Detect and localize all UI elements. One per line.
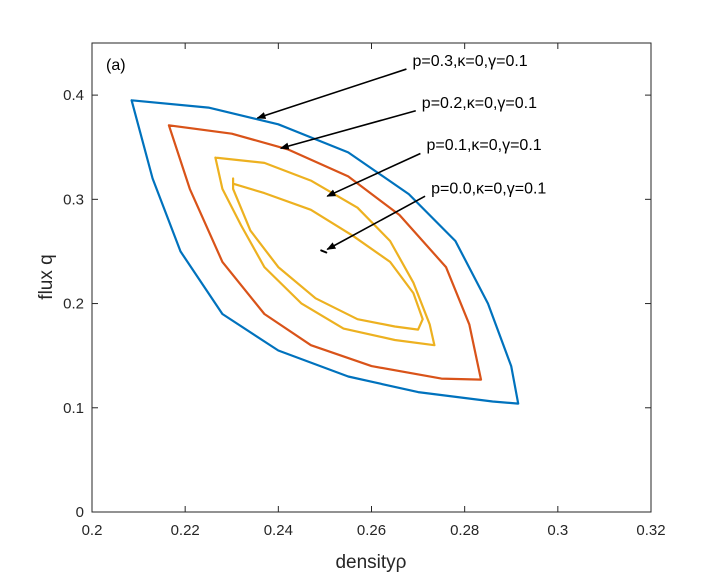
- x-tick-label: 0.28: [450, 522, 479, 539]
- x-tick-label: 0.22: [171, 522, 200, 539]
- x-tick-label: 0.32: [636, 522, 665, 539]
- series-line-4: [320, 249, 328, 254]
- annotation-label-0: p=0.3,κ=0,γ=0.1: [412, 53, 527, 70]
- y-tick-label: 0: [76, 504, 84, 521]
- y-tick-label: 0.2: [63, 296, 84, 313]
- y-tick-label: 0.4: [63, 87, 84, 104]
- annotation-arrow-1: [279, 109, 416, 150]
- x-tick-label: 0.3: [547, 522, 568, 539]
- x-tick-label: 0.24: [264, 522, 293, 539]
- annotation-arrow-3: [326, 195, 426, 251]
- annotation-label-2: p=0.1,κ=0,γ=0.1: [426, 137, 541, 154]
- y-axis-label: flux q: [36, 254, 57, 299]
- annotation-label-1: p=0.2,κ=0,γ=0.1: [422, 95, 537, 112]
- x-axis-label: densityρ: [335, 552, 406, 573]
- series-line-0: [130, 99, 520, 405]
- annotation-arrow-2: [326, 152, 421, 197]
- x-tick-label: 0.26: [357, 522, 386, 539]
- y-tick-label: 0.3: [63, 191, 84, 208]
- annotation-arrow-0: [256, 68, 407, 119]
- y-tick-label: 0.1: [63, 400, 84, 417]
- x-tick-label: 0.2: [82, 522, 103, 539]
- plot-area: [92, 43, 651, 512]
- series-line-1: [167, 124, 483, 381]
- annotation-label-3: p=0.0,κ=0,γ=0.1: [431, 180, 546, 197]
- panel-label: (a): [106, 57, 126, 74]
- series-line-3: [232, 177, 424, 331]
- tick-layer: 0.2 0.22 0.24 0.26 0.28 0.3 0.32 0 0.1 0.2 0.3 0.4: [63, 43, 666, 539]
- annotation-layer: p=0.3,κ=0,γ=0.1 p=0.2,κ=0,γ=0.1 p=0.1,κ=0,…: [256, 53, 546, 251]
